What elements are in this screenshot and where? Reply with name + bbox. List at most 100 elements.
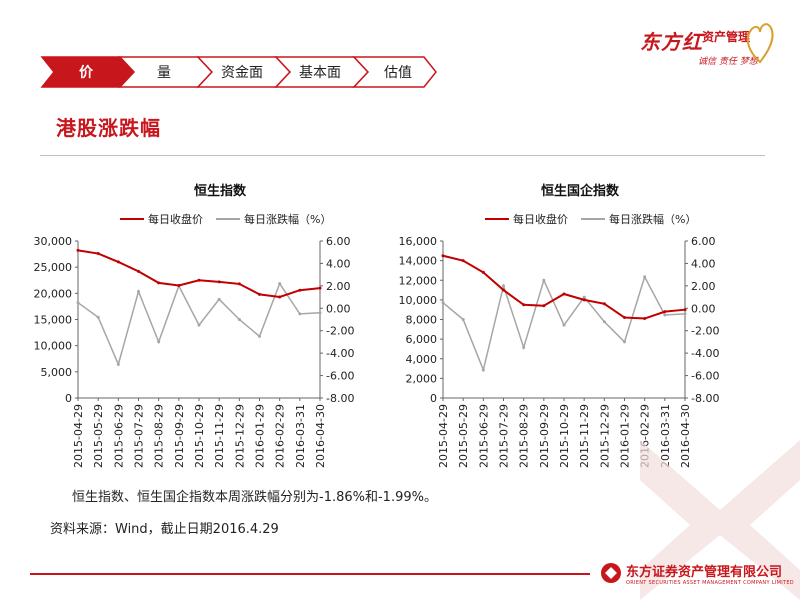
daily-change-point — [542, 278, 546, 282]
daily-change-point — [643, 275, 647, 279]
x-tick-label: 2015-04-29 — [437, 404, 450, 468]
daily-close-point — [542, 304, 546, 308]
left-tick-label: 10,000 — [34, 340, 73, 353]
daily-close-point — [683, 308, 687, 312]
footer-company-name: 东方证券资产管理有限公司 — [626, 565, 783, 580]
tab-volume[interactable]: 量 — [118, 56, 214, 88]
daily-close-point — [522, 303, 526, 307]
daily-close-point — [217, 280, 221, 284]
heart-logo-icon — [746, 23, 774, 64]
right-tick-label: -8.00 — [691, 392, 719, 405]
page-title: 港股涨跌幅 — [56, 116, 161, 140]
daily-close-point — [298, 288, 302, 292]
daily-change-point — [278, 282, 282, 286]
hsi-chart: 每日收盘价 每日涨跌幅（%） 30,000 25,000 20,000 15,000 10,… — [34, 212, 355, 468]
left-tick-label: 15,000 — [34, 314, 73, 327]
brand-name: 东方红 — [640, 30, 703, 54]
daily-change-point — [461, 318, 465, 321]
x-tick-label: 2015-07-29 — [498, 404, 511, 468]
legend-close-label: 每日收盘价 — [148, 212, 203, 226]
tab-price[interactable]: 价 — [40, 56, 136, 88]
daily-close-point — [643, 317, 647, 321]
daily-change-point — [623, 340, 626, 344]
daily-close-point — [157, 281, 161, 285]
brand-subtitle: 资产管理 — [702, 30, 751, 44]
x-tick-label: 2015-05-29 — [457, 404, 470, 468]
daily-close-point — [481, 270, 485, 274]
daily-change-point — [197, 323, 201, 327]
daily-close-point — [258, 292, 261, 296]
x-tick-label: 2015-08-29 — [153, 404, 166, 468]
left-tick-label: 12,000 — [399, 274, 438, 287]
chart-legend: 每日收盘价 每日涨跌幅（%） — [485, 212, 696, 226]
daily-change-point — [441, 301, 445, 305]
daily-close-point — [237, 282, 241, 286]
daily-close-point — [623, 316, 626, 320]
tab-funds[interactable]: 资金面 — [196, 56, 292, 88]
chart-legend: 每日收盘价 每日涨跌幅（%） — [120, 212, 331, 226]
nav-tabs: 价 量 资金面 基本面 估值 — [40, 56, 437, 88]
x-tick-label: 2015-06-29 — [477, 404, 490, 468]
tab-valuation[interactable]: 估值 — [352, 56, 437, 88]
daily-change-point — [137, 289, 140, 293]
right-tick-label: -6.00 — [691, 370, 719, 383]
summary-text: 恒生指数、恒生国企指数本周涨跌幅分别为-1.86%和-1.99%。 — [72, 490, 437, 505]
tab-valuation-label: 估值 — [384, 65, 412, 81]
x-tick-label: 2015-12-29 — [233, 404, 246, 468]
daily-change-point — [683, 312, 687, 316]
daily-change-point — [318, 311, 322, 315]
daily-close-point — [582, 298, 586, 302]
right-tick-label: -6.00 — [326, 370, 354, 383]
daily-close-point — [197, 278, 201, 282]
right-tick-label: -2.00 — [691, 325, 719, 338]
daily-change-point — [76, 301, 80, 305]
tab-fundamentals[interactable]: 基本面 — [274, 56, 370, 88]
tab-volume-label: 量 — [157, 65, 171, 81]
daily-close-point — [278, 295, 282, 299]
tab-funds-label: 资金面 — [221, 65, 263, 81]
left-tick-label: 30,000 — [34, 235, 73, 248]
x-tick-label: 2016-02-29 — [274, 404, 287, 468]
company-logo: 东方红 资产管理 诚信 责任 梦想 — [640, 18, 780, 78]
daily-change-point — [217, 297, 221, 301]
x-tick-label: 2015-10-29 — [193, 404, 206, 468]
right-tick-label: 6.00 — [326, 235, 351, 248]
x-tick-label: 2015-06-29 — [112, 404, 125, 468]
daily-change-point — [157, 340, 161, 344]
left-tick-label: 25,000 — [34, 261, 73, 274]
footer-logo: 东方证券资产管理有限公司 ORIENT SECURITIES ASSET MAN… — [600, 558, 794, 592]
daily-change-point — [237, 318, 241, 321]
daily-close-point — [663, 310, 667, 314]
legend-change-label: 每日涨跌幅（%） — [244, 212, 331, 226]
decorative-x-mark — [640, 440, 800, 600]
daily-change-point — [582, 295, 586, 299]
right-tick-label: 4.00 — [326, 257, 351, 270]
x-tick-label: 2016-03-31 — [294, 404, 307, 468]
chart-title-hscei: 恒生国企指数 — [540, 184, 619, 199]
x-tick-label: 2016-04-30 — [314, 404, 327, 468]
x-tick-label: 2016-01-29 — [254, 404, 267, 468]
left-tick-label: 2,000 — [406, 372, 438, 385]
x-tick-label: 2015-09-29 — [173, 404, 186, 468]
daily-close-point — [177, 283, 181, 287]
legend-close-label: 每日收盘价 — [513, 212, 568, 226]
hscei-chart: 每日收盘价 每日涨跌幅（%） 16,000 14,000 12,000 10,000 8,0… — [399, 212, 720, 468]
daily-change-point — [116, 362, 120, 366]
daily-close-point — [441, 254, 445, 258]
x-tick-label: 2016-04-30 — [679, 404, 692, 468]
daily-close-point — [318, 286, 322, 290]
daily-close-point — [116, 260, 120, 264]
legend-change-label: 每日涨跌幅（%） — [609, 212, 696, 226]
x-tick-label: 2016-01-29 — [619, 404, 632, 468]
left-tick-label: 10,000 — [399, 294, 438, 307]
daily-change-line — [442, 274, 686, 373]
daily-change-point — [502, 284, 505, 288]
x-tick-label: 2015-11-29 — [213, 404, 226, 468]
right-tick-label: 2.00 — [691, 280, 716, 293]
x-tick-label: 2015-08-29 — [518, 404, 531, 468]
left-tick-label: 0 — [430, 392, 437, 405]
x-tick-label: 2015-04-29 — [72, 404, 85, 468]
right-tick-label: 4.00 — [691, 257, 716, 270]
daily-change-point — [602, 320, 606, 324]
footer-logo-icon — [601, 563, 621, 583]
